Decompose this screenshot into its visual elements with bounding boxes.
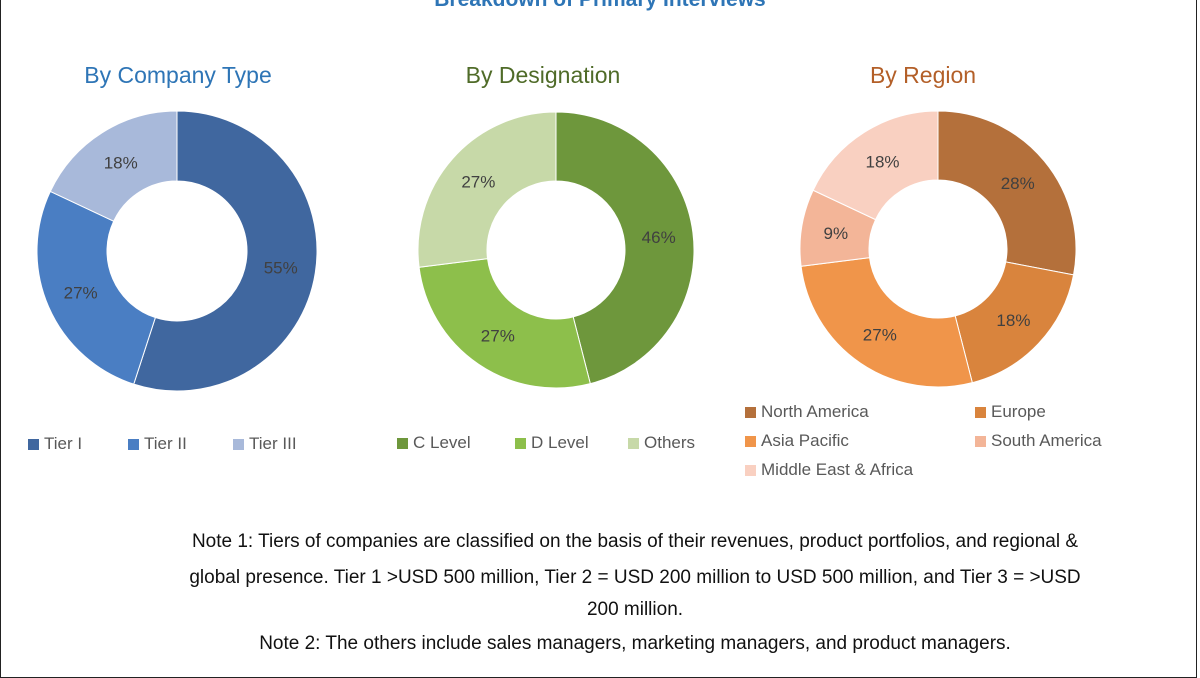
slice-tier-i — [133, 110, 318, 392]
legend-item: South America — [975, 431, 1102, 451]
legend-label: Asia Pacific — [761, 431, 849, 450]
legend-swatch — [515, 437, 526, 449]
legend-swatch — [233, 438, 244, 450]
legend-item: Tier II — [128, 434, 187, 454]
data-label: 9% — [823, 224, 848, 243]
chart-title-region: By Region — [869, 62, 977, 88]
note-line: 200 million. — [586, 599, 684, 620]
legend-item: Middle East & Africa — [745, 460, 913, 480]
legend-swatch — [397, 437, 408, 449]
slice-d-level — [418, 258, 591, 389]
slice-north-america — [937, 110, 1077, 276]
data-label: 27% — [461, 173, 495, 192]
slice-others — [417, 111, 557, 268]
slice-asia-pacific — [800, 257, 973, 388]
slice-middle-east-africa — [812, 110, 939, 221]
legend-label: Middle East & Africa — [761, 460, 914, 479]
slice-tier-iii — [49, 110, 178, 222]
data-label: 27% — [863, 326, 897, 345]
slice-tier-ii — [36, 190, 156, 385]
data-label: 55% — [264, 258, 298, 277]
legend-item: North America — [745, 402, 869, 422]
legend-swatch — [628, 437, 639, 449]
data-label: 27% — [64, 284, 98, 303]
legend-label: Tier I — [44, 434, 83, 453]
legend-swatch — [128, 438, 139, 450]
legend-item: Tier III — [233, 434, 297, 454]
data-label: 27% — [481, 327, 515, 346]
legend-swatch — [975, 406, 986, 418]
legend-label: Europe — [991, 402, 1046, 421]
legend-label: Tier II — [144, 434, 187, 453]
legend-label: Tier III — [249, 434, 297, 453]
legend-item: C Level — [397, 433, 471, 453]
legend-label: North America — [761, 402, 869, 421]
legend-item: Europe — [975, 402, 1046, 422]
legend-swatch — [745, 406, 756, 418]
legend-label: C Level — [413, 433, 471, 452]
legend-label: D Level — [531, 433, 589, 452]
main-title: Breakdown of Primary Interviews — [0, 0, 1200, 12]
note-line: Note 2: The others include sales manager… — [259, 633, 1011, 654]
legend-swatch — [975, 435, 986, 447]
legend-item: Asia Pacific — [745, 431, 849, 451]
data-label: 18% — [866, 153, 900, 172]
slice-c-level — [555, 111, 695, 385]
data-label: 18% — [996, 311, 1030, 330]
legend-item: Others — [628, 433, 695, 453]
legend-item: Tier I — [28, 434, 82, 454]
legend-swatch — [745, 435, 756, 447]
chart-title-company-type: By Company Type — [84, 62, 272, 88]
note-line: global presence. Tier 1 >USD 500 million… — [189, 567, 1081, 588]
chart-title-designation: By Designation — [465, 62, 621, 88]
data-label: 28% — [1001, 174, 1035, 193]
data-label: 46% — [642, 228, 676, 247]
legend-label: South America — [991, 431, 1102, 450]
note-line: Note 1: Tiers of companies are classifie… — [191, 531, 1079, 552]
legend-label: Others — [644, 433, 696, 452]
legend-swatch — [28, 438, 39, 450]
legend-swatch — [745, 464, 756, 476]
notes: Note 1: Tiers of companies are classifie… — [70, 526, 1200, 660]
legend-item: D Level — [515, 433, 589, 453]
data-label: 18% — [104, 153, 138, 172]
